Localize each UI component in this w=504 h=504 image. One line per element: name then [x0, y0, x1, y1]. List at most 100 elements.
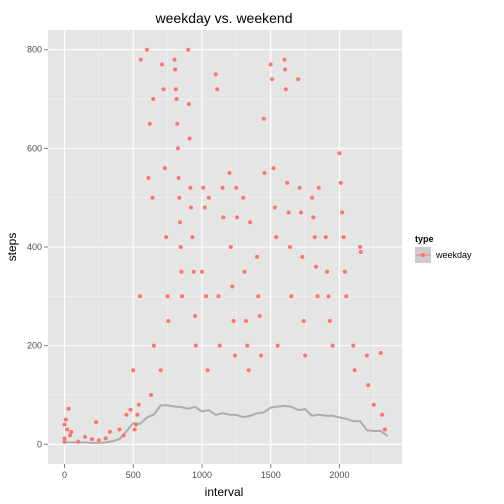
data-point	[179, 269, 184, 274]
data-point	[175, 146, 180, 151]
data-point	[235, 215, 239, 220]
grid-lines	[48, 30, 402, 464]
data-point	[303, 353, 308, 358]
data-point	[244, 319, 248, 323]
data-point	[145, 47, 149, 52]
data-point	[213, 72, 218, 77]
data-point	[316, 185, 321, 190]
data-point	[176, 176, 181, 180]
data-point	[341, 235, 346, 240]
data-point	[138, 294, 143, 299]
data-point	[188, 185, 193, 190]
data-point	[257, 314, 262, 318]
data-point	[299, 210, 303, 215]
data-point	[193, 314, 198, 318]
data-point	[149, 393, 154, 397]
data-point	[151, 343, 156, 348]
data-point	[90, 437, 94, 442]
x-axis: 0 500 1000 1500 2000	[62, 464, 349, 480]
data-point	[68, 433, 72, 438]
data-point	[76, 439, 81, 444]
data-point	[342, 269, 347, 274]
data-point	[285, 180, 290, 185]
data-point	[172, 57, 177, 62]
data-point	[94, 420, 99, 425]
data-point	[217, 343, 222, 348]
data-point	[215, 87, 220, 92]
legend-title: type	[415, 234, 434, 244]
data-point	[371, 402, 376, 407]
data-point	[230, 284, 235, 289]
data-point	[282, 57, 287, 62]
data-point	[286, 210, 291, 215]
data-point	[62, 439, 67, 444]
smooth-line	[64, 404, 389, 444]
data-point	[134, 422, 138, 427]
data-point	[271, 166, 276, 171]
x-tick-label: 1000	[192, 470, 212, 480]
data-point	[262, 171, 267, 175]
data-point	[352, 368, 357, 373]
data-point	[173, 67, 178, 72]
data-point	[202, 205, 207, 210]
data-point	[312, 235, 317, 240]
data-point	[206, 195, 211, 200]
data-point	[241, 195, 246, 200]
data-point	[275, 343, 280, 348]
data-point	[228, 245, 233, 249]
data-point	[358, 249, 363, 254]
y-tick-label: 800	[27, 45, 42, 55]
data-point	[220, 185, 225, 190]
data-point	[270, 77, 275, 82]
data-point	[326, 294, 331, 299]
data-point	[162, 166, 167, 171]
data-point	[314, 264, 319, 269]
data-point	[358, 245, 363, 249]
data-point	[351, 343, 356, 348]
data-point	[117, 427, 122, 432]
data-point	[160, 62, 165, 67]
data-point	[83, 434, 88, 439]
data-point	[66, 406, 71, 411]
data-point	[289, 294, 294, 299]
data-point	[174, 97, 179, 101]
data-point	[146, 176, 151, 180]
chart-title: weekday vs. weekend	[155, 10, 293, 26]
data-point	[256, 294, 261, 299]
data-point	[138, 57, 143, 62]
data-point	[311, 215, 316, 220]
y-tick-label: 400	[27, 242, 42, 252]
data-point	[274, 235, 279, 240]
data-point	[190, 235, 195, 240]
data-point	[242, 269, 247, 274]
data-point	[221, 215, 226, 220]
y-axis: 0 200 400 600 800	[27, 45, 48, 449]
data-point	[180, 294, 184, 299]
data-point	[340, 210, 345, 215]
y-tick-label: 600	[27, 143, 42, 153]
x-tick-label: 2000	[329, 470, 349, 480]
data-point	[300, 254, 305, 259]
data-point	[166, 319, 171, 323]
data-point	[62, 422, 67, 427]
data-point	[205, 368, 210, 373]
y-axis-title: steps	[5, 233, 19, 262]
data-point	[325, 269, 330, 274]
data-point	[175, 121, 180, 126]
data-point	[124, 412, 129, 417]
data-point	[204, 294, 209, 299]
data-point	[107, 429, 112, 434]
data-point	[216, 294, 221, 299]
data-point	[315, 294, 320, 299]
data-point	[337, 151, 342, 156]
data-point	[177, 195, 182, 200]
data-point	[187, 136, 192, 141]
data-point	[147, 121, 152, 126]
smooth-layer	[64, 404, 389, 444]
data-point	[288, 245, 292, 249]
data-point	[69, 429, 74, 434]
data-point	[248, 220, 253, 225]
data-point	[268, 62, 273, 67]
x-axis-title: interval	[205, 485, 244, 499]
